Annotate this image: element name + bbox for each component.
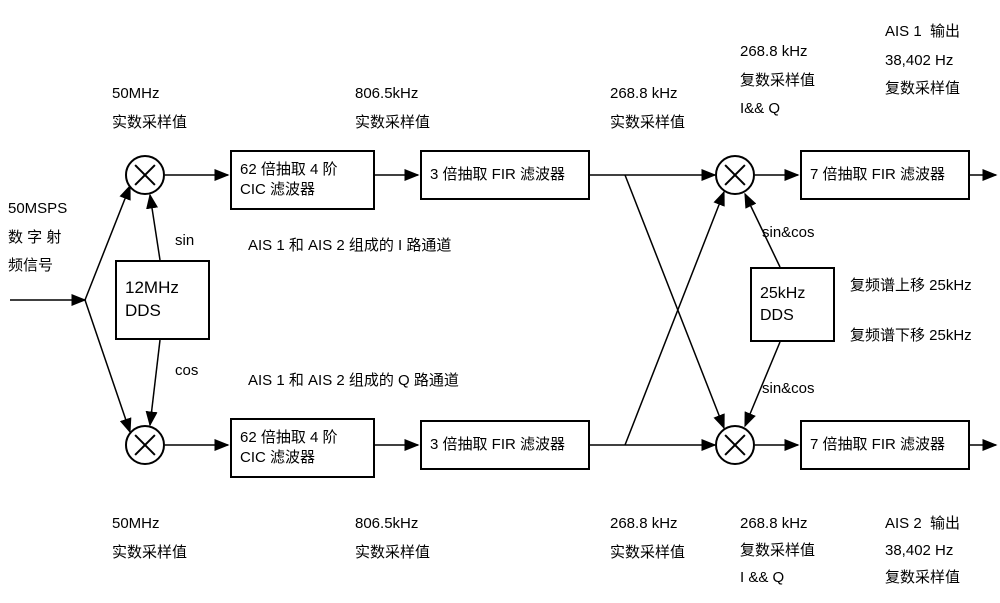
cic-top-l1: 62 倍抽取 4 阶 [240,160,365,180]
label-cos: cos [175,360,198,381]
cic-bot-l1: 62 倍抽取 4 阶 [240,428,365,448]
label-q-channel: AIS 1 和 AIS 2 组成的 Q 路通道 [248,370,459,391]
fir7-filter-bot: 7 倍抽取 FIR 滤波器 [800,420,970,470]
label-i-channel: AIS 1 和 AIS 2 组成的 I 路通道 [248,235,451,256]
label-sincos-top: sin&cos [762,222,815,243]
fir3-bot-text: 3 倍抽取 FIR 滤波器 [430,435,580,455]
label-shift-up: 复频谱上移 25kHz [850,275,972,296]
label-sincos-bot: sin&cos [762,378,815,399]
dds2-line1: 25kHz [760,283,825,305]
label-input: 50MSPS 数 字 射 频信号 [8,195,67,281]
cic-bot-l2: CIC 滤波器 [240,448,365,468]
fir7-filter-top: 7 倍抽取 FIR 滤波器 [800,150,970,200]
label-sin: sin [175,230,194,251]
dds1-line1: 12MHz [125,277,200,300]
label-cic-bot-out: 806.5kHz 实数采样值 [355,510,430,567]
fir7-bot-text: 7 倍抽取 FIR 滤波器 [810,435,960,455]
dds-12mhz: 12MHz DDS [115,260,210,340]
fir7-top-text: 7 倍抽取 FIR 滤波器 [810,165,960,185]
label-mix1-bot: 50MHz 实数采样值 [112,510,187,567]
fir3-filter-top: 3 倍抽取 FIR 滤波器 [420,150,590,200]
dds1-line2: DDS [125,300,200,323]
mixer-2-top [715,155,755,195]
label-mix2-top: 268.8 kHz 复数采样值 I&& Q [740,38,815,124]
mixer-1-bot [125,425,165,465]
diagram-canvas: 12MHz DDS 25kHz DDS 62 倍抽取 4 阶 CIC 滤波器 6… [0,0,1000,603]
label-fir3-top-out: 268.8 kHz 实数采样值 [610,80,685,137]
label-out-bot: AIS 2 输出 38,402 Hz 复数采样值 [885,510,960,591]
label-out-top: AIS 1 输出 38,402 Hz 复数采样值 [885,18,960,104]
label-mix1-top: 50MHz 实数采样值 [112,80,187,137]
label-shift-down: 复频谱下移 25kHz [850,325,972,346]
label-mix2-bot: 268.8 kHz 复数采样值 I && Q [740,510,815,591]
cic-filter-top: 62 倍抽取 4 阶 CIC 滤波器 [230,150,375,210]
label-fir3-bot-out: 268.8 kHz 实数采样值 [610,510,685,567]
dds-25khz: 25kHz DDS [750,267,835,342]
cic-top-l2: CIC 滤波器 [240,180,365,200]
cic-filter-bot: 62 倍抽取 4 阶 CIC 滤波器 [230,418,375,478]
dds2-line2: DDS [760,305,825,327]
fir3-filter-bot: 3 倍抽取 FIR 滤波器 [420,420,590,470]
mixer-1-top [125,155,165,195]
label-cic-top-out: 806.5kHz 实数采样值 [355,80,430,137]
fir3-top-text: 3 倍抽取 FIR 滤波器 [430,165,580,185]
mixer-2-bot [715,425,755,465]
